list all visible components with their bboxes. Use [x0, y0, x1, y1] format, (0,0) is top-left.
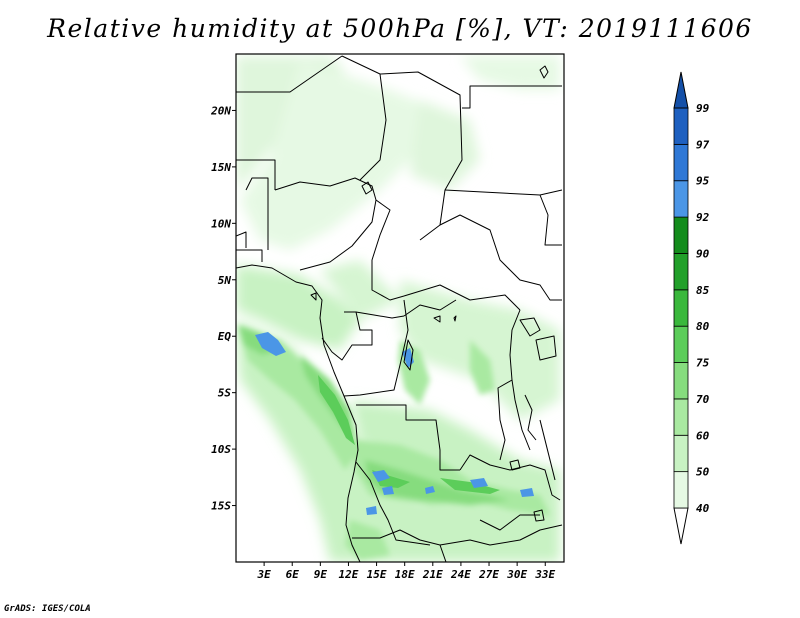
lon-tick-label: 33E [534, 568, 555, 581]
lon-tick-label: 15E [367, 568, 387, 581]
colorbar-swatch [673, 362, 689, 400]
lat-tick-label: EQ [218, 330, 232, 343]
colorbar-swatch [673, 398, 689, 436]
lon-tick-label: 21E [422, 568, 443, 581]
colorbar-label: 40 [696, 502, 710, 515]
lon-tick-label: 27E [478, 568, 499, 581]
colorbar-label: 92 [696, 211, 710, 224]
colorbar-lower-extension [673, 507, 689, 545]
lat-tick-label: 15N [211, 161, 231, 174]
colorbar-swatch [673, 107, 689, 145]
lat-tick-label: 5N [218, 274, 232, 287]
longitude-axis: 3E 6E 9E 12E 15E 18E 21E 24E 27E 30E 33E [256, 562, 556, 581]
colorbar-swatch [673, 434, 689, 473]
lat-tick-label: 20N [210, 104, 231, 117]
lat-tick-label: 15S [211, 500, 231, 513]
lon-tick-label: 9E [314, 568, 328, 581]
coastline [236, 264, 361, 562]
color-legend: 99 97 95 92 90 85 80 75 70 60 50 40 [673, 71, 710, 545]
colorbar-label: 90 [696, 247, 710, 260]
colorbar-label: 70 [696, 393, 710, 406]
colorbar-swatch [673, 253, 689, 291]
lon-tick-label: 6E [286, 568, 300, 581]
map-title: Relative humidity at 500hPa [%], VT: 201… [47, 14, 753, 43]
colorbar-upper-extension [673, 71, 689, 109]
humidity-high-areas [255, 332, 534, 515]
lat-tick-label: 10N [211, 217, 231, 230]
colorbar-label: 99 [696, 102, 710, 115]
colorbar-label: 95 [696, 175, 710, 188]
country-borders [236, 55, 563, 562]
lon-tick-label: 24E [450, 568, 471, 581]
colorbar-swatch [673, 216, 689, 254]
lon-tick-label: 3E [256, 568, 271, 581]
colorbar-swatch [673, 325, 689, 363]
lon-tick-label: 30E [506, 568, 527, 581]
colorbar-swatch [673, 289, 689, 327]
colorbar-label: 97 [696, 138, 710, 151]
grads-credit: GrADS: IGES/COLA [4, 604, 91, 614]
colorbar-label: 80 [696, 320, 710, 333]
lon-tick-label: 12E [339, 568, 359, 581]
colorbar-swatch [673, 180, 689, 218]
colorbar-label: 60 [696, 429, 710, 442]
latitude-axis: 20N 15N 10N 5N EQ 5S 10S 15S [210, 104, 236, 513]
map-frame [235, 53, 565, 563]
colorbar-label: 50 [696, 466, 710, 479]
lat-tick-label: 5S [218, 387, 232, 400]
colorbar-swatch [673, 143, 689, 182]
lon-tick-label: 18E [395, 568, 415, 581]
colorbar-label: 85 [696, 284, 710, 297]
lat-tick-label: 10S [211, 443, 231, 456]
colorbar-label: 75 [696, 357, 710, 370]
colorbar-swatch [673, 471, 689, 509]
humidity-field [236, 54, 564, 562]
